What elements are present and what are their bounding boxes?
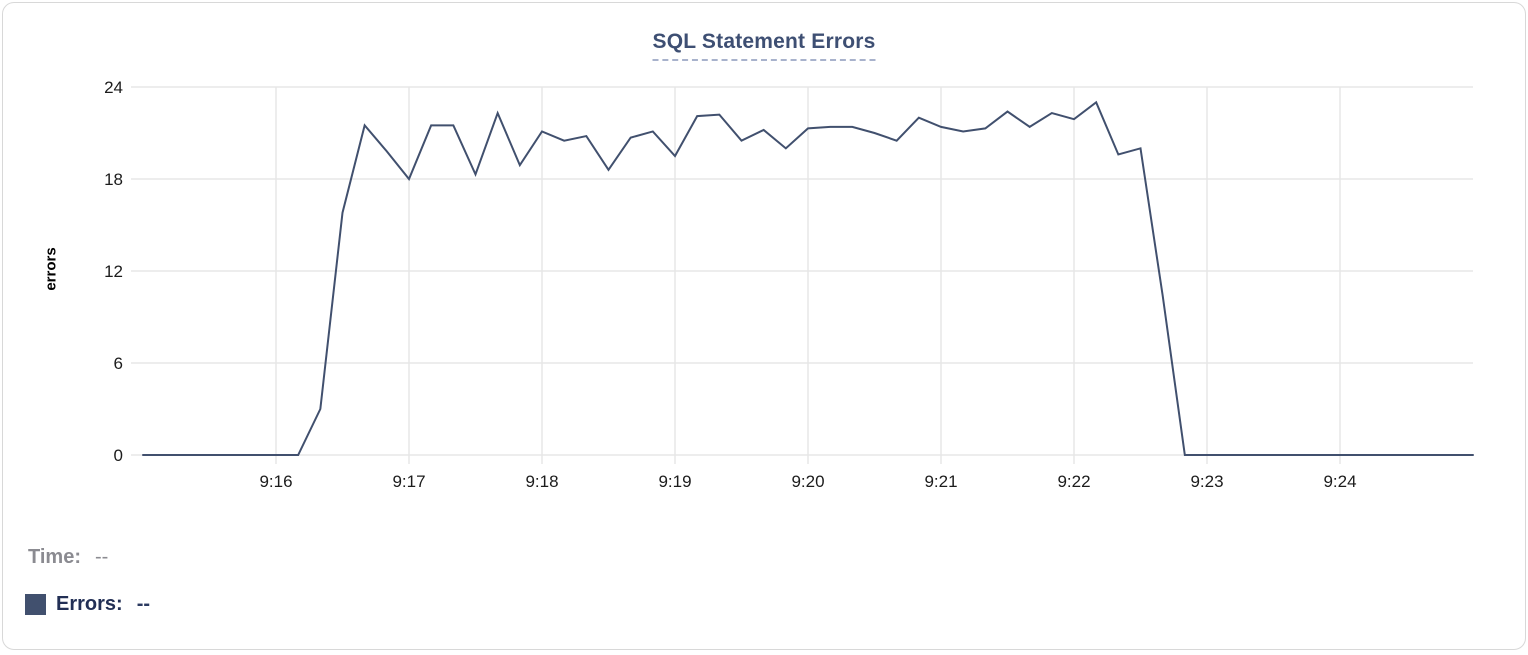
- x-tick-label: 9:24: [1323, 472, 1356, 491]
- x-tick-label: 9:22: [1057, 472, 1090, 491]
- errors-chart: 0 6 12 18 24 9:16 9:17 9:18 9:19 9:20 9:21 9:22 9:23…: [3, 3, 1528, 655]
- x-tick-label: 9:19: [658, 472, 691, 491]
- x-tick-label: 9:23: [1190, 472, 1223, 491]
- y-tick-label: 6: [114, 354, 123, 373]
- y-tick-label: 12: [104, 262, 123, 281]
- plot-hover-area[interactable]: [143, 87, 1473, 455]
- x-tick-label: 9:20: [791, 472, 824, 491]
- legend-row-time: Time: --: [28, 546, 108, 569]
- x-tick-label: 9:16: [259, 472, 292, 491]
- y-tick-label: 0: [114, 446, 123, 465]
- x-tick-label: 9:21: [924, 472, 957, 491]
- legend-errors-value: --: [137, 593, 150, 616]
- legend-row-errors: Errors: --: [25, 593, 150, 616]
- y-tick-label: 24: [104, 78, 123, 97]
- errors-series-swatch: [25, 594, 46, 615]
- x-tick-label: 9:17: [392, 472, 425, 491]
- legend-time-value: --: [95, 546, 108, 568]
- legend-time-label: Time:: [28, 546, 81, 568]
- x-tick-label: 9:18: [525, 472, 558, 491]
- legend-errors-label: Errors:: [56, 593, 123, 616]
- y-tick-label: 18: [104, 170, 123, 189]
